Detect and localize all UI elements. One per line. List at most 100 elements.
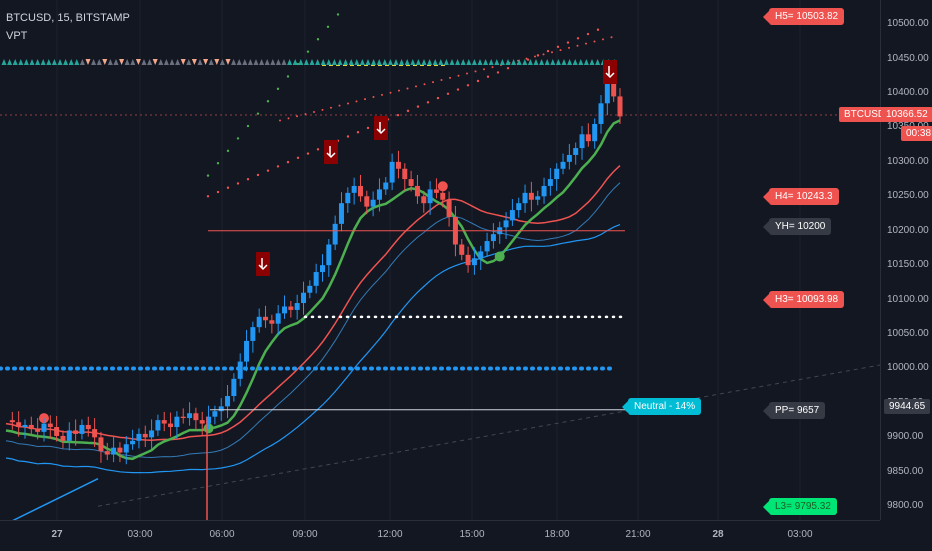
candle-body	[598, 103, 604, 124]
candle-body	[244, 340, 250, 362]
sar-dot	[256, 173, 260, 177]
sar-dot	[416, 105, 420, 108]
candle-body	[54, 427, 60, 436]
trend-triangle	[309, 59, 315, 65]
symbol-legend[interactable]: BTCUSD, 15, BITSTAMP	[6, 12, 130, 24]
sar-dot-lower	[347, 102, 349, 105]
sar-dot-lower	[364, 98, 366, 101]
blue-regression-line	[0, 478, 99, 528]
sar-dot	[206, 174, 210, 177]
candle-body	[459, 244, 465, 255]
trend-triangle	[511, 59, 517, 65]
trend-triangle	[152, 59, 158, 65]
candle-body	[66, 430, 72, 441]
trend-triangle	[337, 59, 343, 65]
sar-dot-lower	[610, 36, 613, 39]
trend-triangle	[393, 59, 399, 65]
trend-triangle	[371, 59, 377, 65]
candle-body	[288, 306, 294, 310]
price-axis[interactable]: 10500.0010450.0010400.0010350.0010300.00…	[839, 0, 932, 520]
sell-signal	[603, 60, 617, 84]
trend-triangle	[359, 59, 365, 65]
sar-dot	[586, 32, 590, 36]
trend-triangle	[197, 59, 203, 65]
trend-line	[5, 119, 621, 461]
sar-dot	[406, 109, 410, 113]
pivot-yh-label: YH= 10200	[762, 218, 832, 235]
sar-dot	[316, 148, 320, 151]
trend-triangle	[259, 59, 265, 65]
candle-body	[199, 420, 205, 424]
time-tick: 15:00	[459, 529, 485, 540]
trend-triangle	[102, 59, 108, 65]
trend-triangle	[499, 59, 505, 65]
trend-triangle	[354, 59, 360, 65]
price-chart[interactable]: BTCUSD, 15, BITSTAMP VPT H5= 10503.82 H4…	[0, 0, 881, 528]
sar-dot-lower	[304, 113, 307, 116]
trend-triangle	[74, 59, 80, 65]
sar-dot-lower	[389, 91, 392, 94]
sar-dot	[276, 87, 280, 91]
candle-body	[427, 189, 433, 204]
candle-body	[168, 423, 174, 428]
sar-dot	[596, 28, 600, 31]
trend-triangle	[343, 59, 349, 65]
trend-triangle	[292, 59, 298, 65]
sar-dot-lower	[576, 44, 579, 47]
sar-dot	[466, 84, 470, 87]
trend-triangle	[247, 59, 253, 65]
trend-triangle	[466, 59, 472, 65]
pivot-l3-label: L3= 9795.32	[763, 498, 837, 515]
trend-triangle	[404, 59, 410, 65]
pivot-h3-label: H3= 10093.98	[762, 291, 845, 308]
sar-dot-lower	[355, 100, 358, 103]
sar-dot	[546, 49, 550, 53]
trend-triangle	[40, 59, 46, 65]
candle-body	[408, 179, 414, 186]
trend-triangle	[63, 59, 69, 65]
sar-dot	[286, 75, 290, 78]
chart-canvas[interactable]	[0, 0, 881, 528]
candle-body	[535, 196, 541, 200]
price-tick: 9900.00	[887, 431, 924, 443]
symbol-price-tag: BTCUSD	[839, 107, 891, 122]
pivot-h4-label: H4= 10243.3	[763, 188, 839, 205]
sar-dot-lower	[602, 38, 604, 41]
time-tick: 27	[51, 529, 63, 540]
trend-triangle	[208, 59, 214, 65]
sar-dot	[446, 92, 450, 96]
candle-body	[509, 210, 515, 221]
sar-dot	[436, 96, 440, 100]
sar-dot-lower	[321, 108, 324, 111]
candle-body	[326, 244, 332, 266]
trend-triangle	[331, 59, 337, 65]
sar-dot	[326, 25, 330, 29]
candle-body	[516, 203, 522, 211]
price-tick: 10100.00	[887, 293, 929, 305]
candle-body	[471, 258, 477, 266]
trend-triangle	[421, 59, 427, 65]
candle-body	[383, 182, 389, 190]
sar-dot-lower	[406, 87, 409, 90]
trend-triangle	[572, 59, 578, 65]
time-axis[interactable]: 27 03:00 06:00 09:00 12:00 15:00 18:00 21:00 28 0…	[0, 520, 880, 551]
candle-body	[98, 437, 104, 452]
candle-body	[35, 429, 41, 432]
neutral-label: Neutral - 14%	[621, 398, 702, 415]
last-price-badge: 10366.52	[881, 107, 932, 122]
sar-dot-lower	[432, 81, 434, 84]
trend-triangle	[96, 59, 102, 65]
candle-body	[573, 148, 579, 155]
candle-body	[225, 396, 231, 407]
trend-triangle	[225, 59, 231, 65]
trend-triangle	[175, 59, 181, 65]
trend-triangle	[483, 59, 489, 65]
trend-triangle	[231, 59, 237, 65]
trend-triangle	[561, 59, 567, 65]
price-tick: 9850.00	[887, 465, 924, 477]
indicator-legend[interactable]: VPT	[6, 30, 28, 42]
candle-body	[218, 406, 224, 412]
candle-body	[155, 420, 161, 431]
candle-body	[478, 251, 484, 259]
sar-dot-lower	[542, 53, 545, 56]
